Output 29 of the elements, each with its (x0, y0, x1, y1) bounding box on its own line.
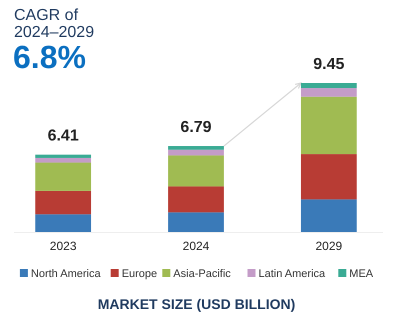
bar (168, 146, 224, 150)
legend-label: Asia-Pacific (173, 268, 232, 280)
bar (35, 214, 92, 232)
chart-subtitle: 6.8% (13, 39, 86, 75)
bar (300, 88, 357, 97)
x-tick-label: 2029 (315, 239, 343, 253)
bar (35, 154, 92, 158)
bar (300, 199, 357, 232)
bar (168, 155, 224, 186)
legend-label: Europe (122, 268, 158, 280)
annotation: 6.41 (48, 128, 79, 145)
annotation: 6.79 (180, 119, 212, 136)
bar (300, 83, 357, 88)
legend-label: Latin America (258, 268, 326, 280)
x-axis-title: MARKET SIZE (USD BILLION) (98, 296, 296, 312)
bar (168, 150, 224, 156)
chart-title: CAGR of 2024–2029 (14, 7, 94, 41)
bar (168, 212, 224, 232)
legend-label: MEA (349, 268, 374, 280)
legend-label: North America (30, 268, 102, 280)
x-tick-label: 2023 (50, 239, 77, 253)
annotation: 9.45 (313, 56, 345, 73)
bar (35, 158, 92, 163)
bar (35, 162, 92, 191)
x-tick-label: 2024 (182, 239, 210, 253)
bar (300, 96, 357, 154)
bar (35, 190, 92, 214)
bar (168, 186, 224, 212)
bar (300, 154, 357, 200)
